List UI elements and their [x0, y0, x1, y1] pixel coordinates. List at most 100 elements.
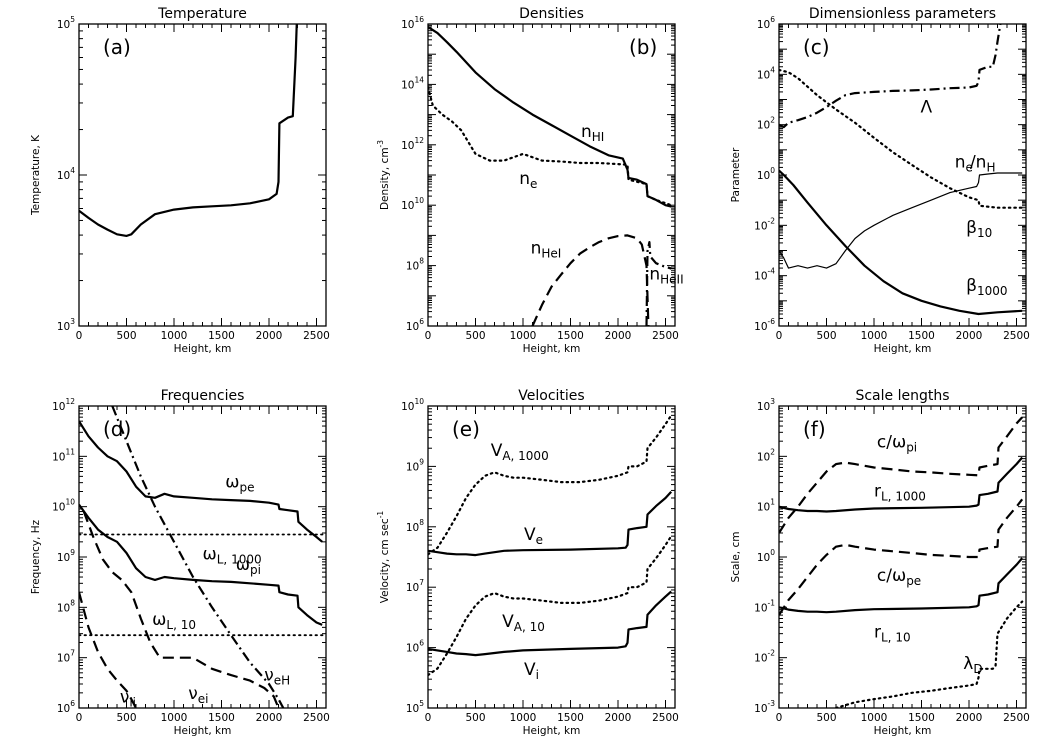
y-axis-label: Parameter [730, 147, 742, 202]
curve-label: ne [519, 169, 537, 191]
panel-f: Scale lengths 0 500 1000 1500 2000 2500 10-3 10-… [730, 388, 1030, 737]
y-tick-label: 106 [757, 15, 775, 31]
y-tick-label: 103 [757, 397, 775, 413]
series-group [428, 414, 673, 677]
y-tick-label: 102 [757, 447, 775, 463]
y-tick-label: 106 [406, 639, 424, 655]
x-tick-label: 1000 [161, 712, 188, 724]
x-axis-label: Height, km [523, 343, 581, 355]
x-axis-label: Height, km [874, 343, 932, 355]
curve-label: rL, 10 [874, 623, 911, 645]
x-tick-label: 500 [465, 712, 485, 724]
y-tick-label: 1014 [401, 75, 424, 91]
series-line-2 [779, 456, 1024, 513]
series-line-2 [79, 503, 323, 626]
series-line-1 [79, 420, 323, 543]
x-tick-label: 2500 [303, 712, 330, 724]
y-tick-label: 10-2 [754, 649, 775, 665]
series-line-2 [779, 172, 1023, 269]
y-tick-label: 100 [757, 166, 775, 182]
x-tick-label: 2000 [956, 330, 983, 342]
x-tick-label: 2500 [1003, 330, 1030, 342]
y-tick-label: 109 [406, 457, 424, 473]
series-line-2 [428, 491, 673, 557]
y-tick-label: 1011 [52, 447, 75, 463]
panel-title: Frequencies [161, 388, 245, 404]
panel-label: (a) [103, 35, 131, 59]
panel-title: Densities [519, 6, 584, 22]
curve-label: β10 [966, 218, 992, 240]
x-axis-label: Height, km [523, 725, 581, 737]
y-tick-label: 106 [406, 317, 424, 333]
axes-frame [427, 23, 676, 327]
x-tick-label: 500 [816, 712, 836, 724]
panel-title: Temperature [157, 6, 247, 22]
curve-label: c/ωpi [877, 432, 917, 454]
y-axis-label: Temperature, K [30, 134, 42, 216]
x-tick-label: 1000 [861, 712, 888, 724]
y-tick-label: 10-2 [754, 216, 775, 232]
x-tick-label: 2000 [605, 712, 632, 724]
x-tick-label: 0 [776, 712, 783, 724]
y-tick-label: 101 [757, 498, 775, 514]
x-tick-label: 500 [116, 330, 136, 342]
curve-label: Λ [921, 98, 933, 118]
curve-label: nHI [581, 122, 604, 144]
x-tick-label: 2500 [652, 712, 679, 724]
y-tick-label: 1016 [401, 15, 424, 31]
series-line-7 [111, 406, 285, 708]
x-tick-label: 500 [116, 712, 136, 724]
series-line-5 [79, 591, 137, 708]
panel-label: (f) [803, 417, 826, 441]
curve-label: λD [963, 654, 982, 676]
x-tick-label: 0 [776, 330, 783, 342]
y-tick-label: 104 [757, 65, 775, 81]
y-tick-label: 105 [57, 15, 75, 31]
axes-frame [78, 23, 327, 327]
y-tick-label: 1010 [401, 397, 424, 413]
x-axis-label: Height, km [874, 725, 932, 737]
x-tick-label: 0 [425, 712, 432, 724]
curve-label: /nH [970, 152, 996, 174]
x-tick-label: 500 [465, 330, 485, 342]
curve-label: ωpi [236, 555, 261, 577]
y-tick-label: 109 [57, 548, 75, 564]
y-tick-label: 102 [757, 116, 775, 132]
axes-frame [427, 405, 676, 709]
series-line-1 [779, 416, 1024, 534]
y-tick-label: 1010 [401, 196, 424, 212]
panel-label: (c) [803, 35, 830, 59]
curve-label: nHeII [649, 264, 683, 286]
panel-label: (d) [103, 417, 131, 441]
curve-label: VA, 10 [502, 612, 545, 634]
curve-label: c/ωpe [877, 566, 921, 588]
series-line-1 [79, 24, 298, 237]
x-tick-label: 1000 [861, 330, 888, 342]
series-line-4 [428, 590, 672, 657]
x-tick-label: 500 [816, 330, 836, 342]
series-line-1 [779, 169, 1023, 316]
series-line-3 [531, 234, 650, 326]
y-tick-label: 1012 [401, 136, 424, 152]
panel-c: Dimensionless parameters 0 500 1000 1500 2000… [730, 6, 1030, 355]
x-tick-label: 2000 [256, 330, 283, 342]
x-tick-label: 1000 [510, 712, 537, 724]
x-tick-label: 1500 [557, 712, 584, 724]
curve-label: ωL, 1000 [203, 544, 262, 566]
x-tick-label: 2500 [652, 330, 679, 342]
y-tick-label: 10-3 [754, 699, 775, 715]
curve-label: νeH [264, 666, 290, 688]
series-line-1 [428, 414, 673, 556]
series-line-3 [428, 535, 673, 677]
y-tick-label: 108 [406, 257, 424, 273]
y-tick-label: 10-4 [754, 267, 775, 283]
y-tick-label: 1012 [52, 397, 75, 413]
y-tick-label: 10-1 [754, 598, 775, 614]
series-line-4 [779, 557, 1024, 614]
y-axis-label: Scale, cm [730, 532, 742, 583]
x-tick-label: 2000 [256, 712, 283, 724]
axes-frame [778, 23, 1027, 327]
x-tick-label: 1000 [510, 330, 537, 342]
curve-label: ne [955, 152, 973, 174]
y-tick-label: 103 [57, 317, 75, 333]
